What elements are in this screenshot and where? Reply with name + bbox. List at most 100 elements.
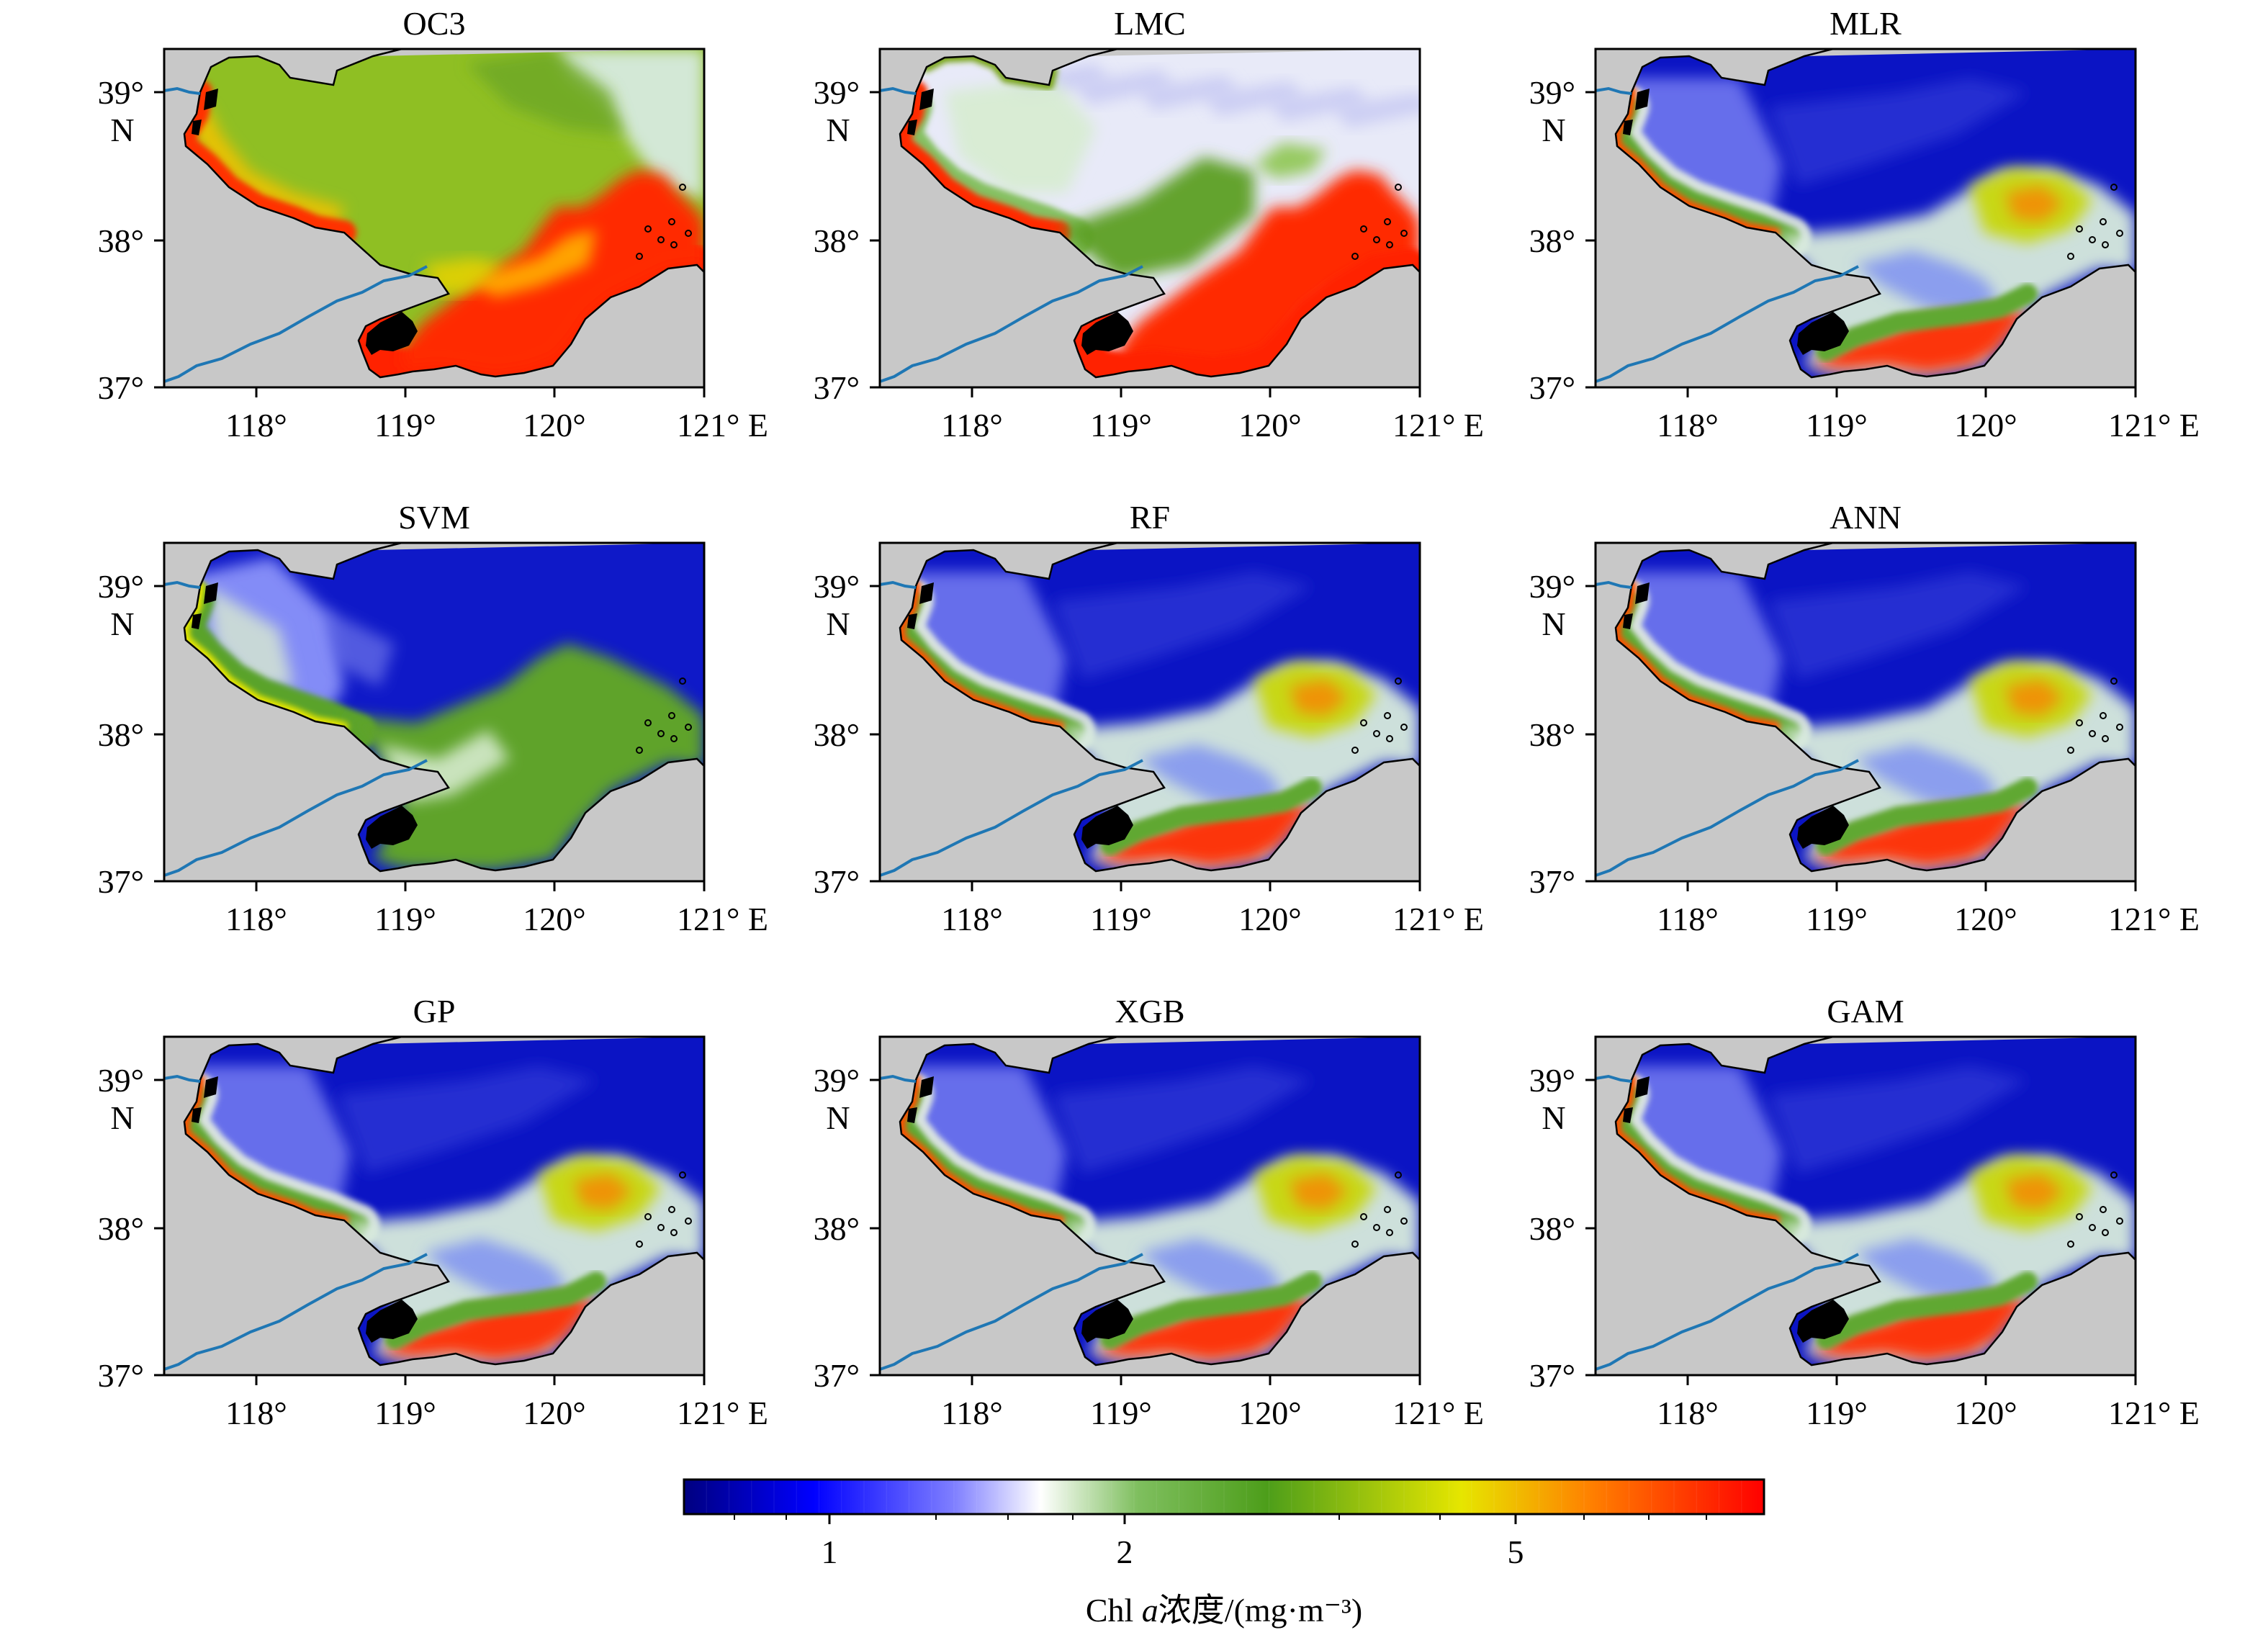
lon-tick-label: 119° (1090, 901, 1152, 937)
lon-tick-label: 119° (1806, 901, 1868, 937)
lat-unit-label: N (110, 1099, 134, 1136)
coastline (899, 541, 1421, 873)
map-frame (163, 48, 706, 389)
island (2067, 253, 2074, 260)
island (670, 241, 678, 248)
map-frame (1594, 541, 2137, 883)
river-delta (1081, 1300, 1133, 1343)
island (1395, 677, 1402, 685)
island (2116, 230, 2123, 237)
coastline (1614, 48, 2136, 379)
lon-tick-label: 121° E (2108, 1395, 2200, 1431)
map-frame (163, 541, 706, 883)
lat-tick-label: 37° (1529, 1357, 1575, 1394)
map-panel: RF 39° 38° 37° N 118° 119° 120° 121° E (814, 499, 1484, 937)
map-panel: OC3 39° 38° 37° N 118° 119° 120° 121° E (98, 5, 768, 443)
island (1400, 724, 1408, 731)
lat-tick-label: 37° (98, 863, 144, 900)
river-north (879, 1074, 917, 1083)
island (644, 719, 652, 726)
island (2089, 1224, 2096, 1231)
river-north (879, 580, 917, 589)
river-north (1595, 1074, 1632, 1083)
chlorophyll-field (184, 49, 704, 377)
lat-unit-label: N (110, 605, 134, 642)
panel-title: GAM (1827, 993, 1904, 1030)
island (2067, 747, 2074, 754)
lat-tick-label: 39° (1529, 1062, 1575, 1099)
river-north (163, 580, 201, 589)
coastal-land (907, 1107, 917, 1123)
island (2110, 1171, 2118, 1179)
map-panel: SVM 39° 38° 37° N 118° 119° 120° 121° E (98, 499, 768, 937)
lat-tick-label: 38° (1529, 716, 1575, 753)
panel-title: MLR (1830, 5, 1902, 42)
river-delta (1081, 312, 1133, 355)
lon-tick-label: 118° (225, 407, 287, 443)
lat-tick-label: 39° (1529, 74, 1575, 111)
lat-unit-label: N (1542, 605, 1565, 642)
coastal-land (1623, 120, 1633, 135)
lat-tick-label: 38° (1529, 1210, 1575, 1247)
lat-tick-label: 38° (98, 1210, 144, 1247)
island (657, 236, 665, 243)
island (1384, 712, 1391, 719)
coastal-land (919, 582, 934, 604)
lat-tick-label: 39° (98, 74, 144, 111)
lat-tick-label: 37° (98, 369, 144, 406)
coastal-land (1635, 89, 1650, 110)
lon-tick-label: 119° (1090, 1395, 1152, 1431)
lon-tick-label: 118° (1657, 1395, 1719, 1431)
river-north (1595, 580, 1632, 589)
lat-unit-label: N (826, 112, 850, 148)
lat-tick-label: 38° (814, 1210, 860, 1247)
lon-tick-label: 120° (1954, 901, 2017, 937)
lat-unit-label: N (1542, 1099, 1565, 1136)
island (2100, 1206, 2107, 1213)
island (1360, 719, 1367, 726)
colorbar: 1 2 5 Chl a浓度/(mg·m⁻³) (683, 1478, 1765, 1629)
map-panel: XGB 39° 38° 37° N 118° 119° 120° 121° E (814, 993, 1484, 1431)
lon-tick-label: 120° (1954, 407, 2017, 443)
colorbar-tick-label: 1 (822, 1534, 838, 1570)
panel-title: RF (1130, 499, 1170, 536)
colorbar-label: Chl a浓度/(mg·m⁻³) (1086, 1592, 1362, 1629)
coastline (899, 1035, 1421, 1366)
river-delta (1797, 806, 1849, 849)
lon-tick-label: 118° (1657, 901, 1719, 937)
river-north (879, 86, 917, 95)
lat-tick-label: 39° (814, 1062, 860, 1099)
lon-tick-label: 119° (374, 1395, 436, 1431)
island (2089, 236, 2096, 243)
river-north (1595, 86, 1632, 95)
coastal-land (1623, 1107, 1633, 1123)
river-north (163, 1074, 201, 1083)
island (685, 1217, 692, 1225)
colorbar-frame (683, 1478, 1765, 1516)
yellow-river (163, 1253, 428, 1371)
island (2076, 225, 2083, 233)
coastline (183, 541, 705, 873)
island (685, 230, 692, 237)
island (1386, 735, 1393, 742)
island (1360, 1213, 1367, 1220)
island (1386, 241, 1393, 248)
coastal-land (192, 613, 202, 629)
lon-tick-label: 118° (941, 407, 1003, 443)
coastal-land (192, 1107, 202, 1123)
coastal-land (204, 582, 218, 604)
island (2067, 1240, 2074, 1248)
map-frame (878, 1035, 1421, 1377)
coastal-land (907, 120, 917, 135)
lon-tick-label: 120° (523, 1395, 585, 1431)
coastal-land (919, 89, 934, 110)
map-frame (878, 48, 1421, 389)
river-north (163, 86, 201, 95)
lon-tick-label: 119° (374, 407, 436, 443)
island (2089, 730, 2096, 737)
island (2102, 735, 2109, 742)
lon-tick-label: 118° (225, 901, 287, 937)
yellow-river (879, 265, 1143, 383)
island (1384, 1206, 1391, 1213)
panel-title: SVM (398, 499, 470, 536)
